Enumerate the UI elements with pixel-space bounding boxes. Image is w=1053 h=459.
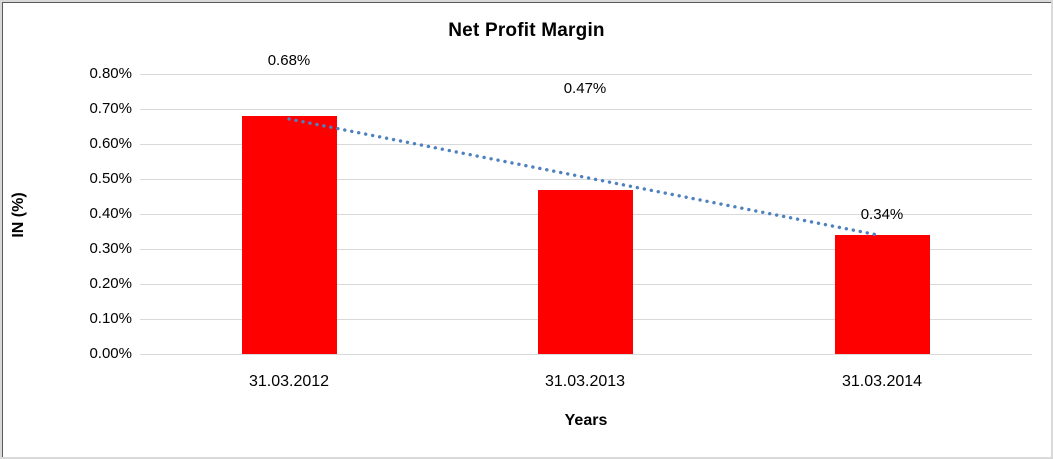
gridline [140,109,1032,110]
x-tick-label: 31.03.2012 [248,373,330,390]
y-tick-label: 0.40% [89,205,132,222]
y-tick-label: 0.00% [89,345,132,362]
gridline [140,354,1032,355]
y-tick-label: 0.10% [89,310,132,327]
gridline [140,74,1032,75]
chart-title: Net Profit Margin [448,20,605,41]
bar-31.03.2014 [834,235,930,354]
x-tick-label: 31.03.2014 [841,373,923,390]
bar-31.03.2012 [241,116,337,354]
y-axis-title: IN (%) [10,192,27,238]
x-axis-title: Years [564,412,608,429]
y-tick-label: 0.60% [89,135,132,152]
data-label: 0.68% [267,52,311,69]
data-label: 0.34% [860,206,904,223]
y-tick-label: 0.80% [89,65,132,82]
y-tick-label: 0.50% [89,170,132,187]
x-tick-label: 31.03.2013 [544,373,626,390]
y-tick-label: 0.20% [89,275,132,292]
y-tick-label: 0.30% [89,240,132,257]
data-label: 0.47% [563,80,607,97]
y-tick-label: 0.70% [89,100,132,117]
bar-31.03.2013 [537,190,633,354]
